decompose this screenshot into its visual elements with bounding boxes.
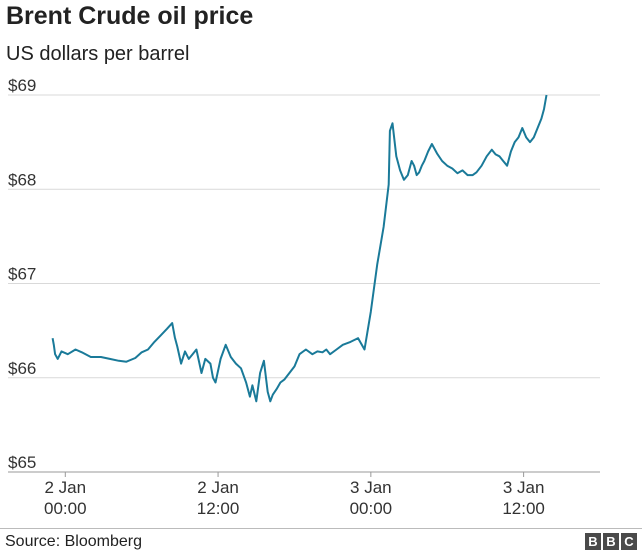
- gridlines: [8, 94, 600, 477]
- y-tick-label: $66: [8, 359, 36, 378]
- series-layer: [51, 94, 548, 403]
- chart-title: Brent Crude oil price: [6, 2, 254, 30]
- x-tick-label-date: 3 Jan: [350, 478, 392, 497]
- y-tick-label: $65: [8, 453, 36, 472]
- chart-subtitle: US dollars per barrel: [6, 43, 190, 65]
- x-tick-label-time: 00:00: [350, 499, 393, 518]
- y-tick-label: $69: [8, 76, 36, 95]
- x-tick-label-time: 12:00: [502, 499, 545, 518]
- x-tick-label-date: 3 Jan: [503, 478, 545, 497]
- y-axis-tick-labels: $65 $66 $67 $68 $69: [8, 76, 36, 472]
- x-tick-label-date: 2 Jan: [197, 478, 239, 497]
- price-line: [51, 94, 548, 403]
- line-chart: $65 $66 $67 $68 $69 2 Jan 00:00 2 Jan 12:00 3 Ja…: [8, 76, 600, 518]
- x-tick-label-time: 12:00: [197, 499, 240, 518]
- bbc-logo-letter: C: [621, 533, 637, 550]
- x-tick-label-date: 2 Jan: [44, 478, 86, 497]
- x-axis-tick-labels: 2 Jan 00:00 2 Jan 12:00 3 Jan 00:00 3 Jan 12:00: [44, 478, 545, 518]
- x-tick-label-time: 00:00: [44, 499, 87, 518]
- footer-divider: [0, 528, 642, 529]
- bbc-logo-letter: B: [585, 533, 601, 550]
- bbc-logo-letter: B: [603, 533, 619, 550]
- y-tick-label: $68: [8, 170, 36, 189]
- source-note: Source: Bloomberg: [5, 533, 142, 550]
- bbc-logo: B B C: [585, 533, 637, 550]
- y-tick-label: $67: [8, 265, 36, 284]
